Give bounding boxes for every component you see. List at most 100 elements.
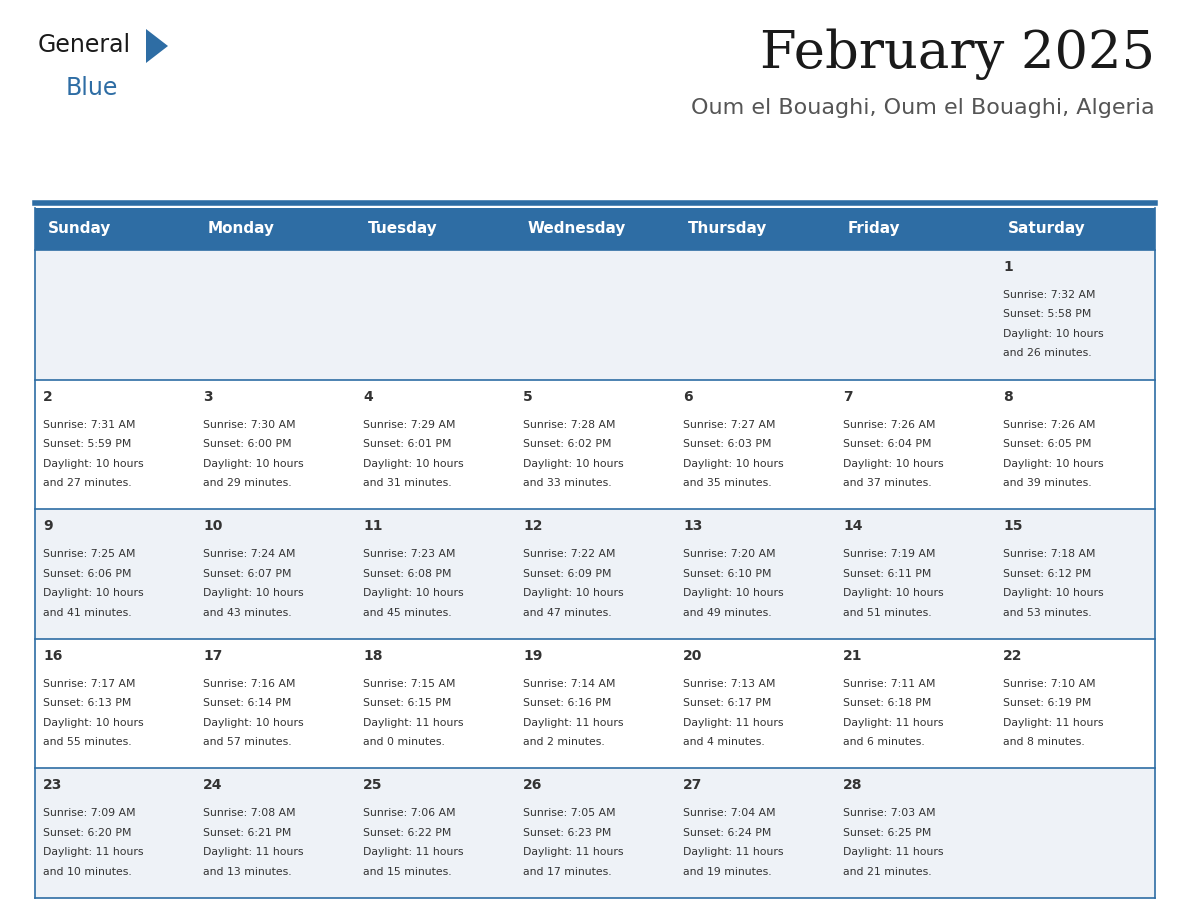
Text: Tuesday: Tuesday [368, 221, 437, 237]
Text: Sunrise: 7:04 AM: Sunrise: 7:04 AM [683, 809, 776, 819]
Text: 14: 14 [843, 520, 862, 533]
Text: Sunset: 6:03 PM: Sunset: 6:03 PM [683, 439, 771, 449]
Text: and 47 minutes.: and 47 minutes. [523, 608, 612, 618]
Text: Daylight: 10 hours: Daylight: 10 hours [683, 588, 784, 599]
Text: Blue: Blue [67, 76, 119, 100]
Text: 10: 10 [203, 520, 222, 533]
Text: Sunrise: 7:08 AM: Sunrise: 7:08 AM [203, 809, 296, 819]
Text: and 19 minutes.: and 19 minutes. [683, 867, 772, 877]
Text: and 39 minutes.: and 39 minutes. [1003, 478, 1092, 488]
Text: Sunrise: 7:20 AM: Sunrise: 7:20 AM [683, 549, 776, 559]
Text: Daylight: 11 hours: Daylight: 11 hours [843, 847, 943, 857]
Text: Sunrise: 7:23 AM: Sunrise: 7:23 AM [364, 549, 455, 559]
Text: Friday: Friday [848, 221, 901, 237]
Text: Wednesday: Wednesday [527, 221, 626, 237]
Text: Sunset: 6:19 PM: Sunset: 6:19 PM [1003, 699, 1092, 709]
Text: and 15 minutes.: and 15 minutes. [364, 867, 451, 877]
Text: and 43 minutes.: and 43 minutes. [203, 608, 291, 618]
Text: and 17 minutes.: and 17 minutes. [523, 867, 612, 877]
Text: Daylight: 10 hours: Daylight: 10 hours [203, 588, 304, 599]
Text: Daylight: 10 hours: Daylight: 10 hours [364, 588, 463, 599]
Text: Sunrise: 7:31 AM: Sunrise: 7:31 AM [43, 420, 135, 430]
Text: Sunset: 5:58 PM: Sunset: 5:58 PM [1003, 309, 1092, 319]
Text: Daylight: 10 hours: Daylight: 10 hours [203, 718, 304, 728]
Text: Sunset: 6:14 PM: Sunset: 6:14 PM [203, 699, 291, 709]
Text: and 57 minutes.: and 57 minutes. [203, 737, 291, 747]
Text: Sunset: 6:17 PM: Sunset: 6:17 PM [683, 699, 771, 709]
Text: Daylight: 11 hours: Daylight: 11 hours [683, 847, 784, 857]
Text: 11: 11 [364, 520, 383, 533]
Text: Sunrise: 7:10 AM: Sunrise: 7:10 AM [1003, 678, 1095, 688]
Text: Sunset: 6:07 PM: Sunset: 6:07 PM [203, 568, 291, 578]
Text: Saturday: Saturday [1007, 221, 1086, 237]
Text: Sunset: 6:09 PM: Sunset: 6:09 PM [523, 568, 612, 578]
Text: Sunset: 6:21 PM: Sunset: 6:21 PM [203, 828, 291, 838]
Text: Sunrise: 7:03 AM: Sunrise: 7:03 AM [843, 809, 936, 819]
Text: Daylight: 11 hours: Daylight: 11 hours [43, 847, 144, 857]
Text: and 37 minutes.: and 37 minutes. [843, 478, 931, 488]
Text: Sunrise: 7:25 AM: Sunrise: 7:25 AM [43, 549, 135, 559]
Text: Daylight: 11 hours: Daylight: 11 hours [523, 847, 624, 857]
Text: Sunrise: 7:15 AM: Sunrise: 7:15 AM [364, 678, 455, 688]
Bar [34, 208, 1155, 250]
Text: and 0 minutes.: and 0 minutes. [364, 737, 444, 747]
Text: Sunset: 6:12 PM: Sunset: 6:12 PM [1003, 568, 1092, 578]
Bar [34, 509, 1155, 639]
Text: Sunrise: 7:29 AM: Sunrise: 7:29 AM [364, 420, 455, 430]
Text: Sunset: 6:20 PM: Sunset: 6:20 PM [43, 828, 132, 838]
Text: Sunrise: 7:19 AM: Sunrise: 7:19 AM [843, 549, 935, 559]
Text: Daylight: 11 hours: Daylight: 11 hours [843, 718, 943, 728]
Text: Sunset: 6:15 PM: Sunset: 6:15 PM [364, 699, 451, 709]
Text: Daylight: 10 hours: Daylight: 10 hours [683, 459, 784, 468]
Text: and 13 minutes.: and 13 minutes. [203, 867, 291, 877]
Text: Daylight: 11 hours: Daylight: 11 hours [1003, 718, 1104, 728]
Bar [34, 380, 1155, 509]
Text: Oum el Bouaghi, Oum el Bouaghi, Algeria: Oum el Bouaghi, Oum el Bouaghi, Algeria [691, 98, 1155, 118]
Text: and 49 minutes.: and 49 minutes. [683, 608, 772, 618]
Text: Daylight: 10 hours: Daylight: 10 hours [843, 459, 943, 468]
Text: and 35 minutes.: and 35 minutes. [683, 478, 772, 488]
Text: Sunset: 6:00 PM: Sunset: 6:00 PM [203, 439, 291, 449]
Text: Sunset: 5:59 PM: Sunset: 5:59 PM [43, 439, 132, 449]
Text: Sunrise: 7:16 AM: Sunrise: 7:16 AM [203, 678, 296, 688]
Text: Daylight: 11 hours: Daylight: 11 hours [364, 718, 463, 728]
Text: Daylight: 10 hours: Daylight: 10 hours [523, 459, 624, 468]
Text: and 26 minutes.: and 26 minutes. [1003, 349, 1092, 359]
Text: 24: 24 [203, 778, 222, 792]
Text: Sunrise: 7:17 AM: Sunrise: 7:17 AM [43, 678, 135, 688]
Text: Sunset: 6:02 PM: Sunset: 6:02 PM [523, 439, 612, 449]
Text: Daylight: 10 hours: Daylight: 10 hours [364, 459, 463, 468]
Text: Daylight: 10 hours: Daylight: 10 hours [43, 459, 144, 468]
Text: 6: 6 [683, 389, 693, 404]
Text: Sunset: 6:18 PM: Sunset: 6:18 PM [843, 699, 931, 709]
Text: Daylight: 10 hours: Daylight: 10 hours [43, 588, 144, 599]
Text: Sunset: 6:01 PM: Sunset: 6:01 PM [364, 439, 451, 449]
Text: Daylight: 10 hours: Daylight: 10 hours [843, 588, 943, 599]
Text: 2: 2 [43, 389, 52, 404]
Text: Daylight: 10 hours: Daylight: 10 hours [1003, 588, 1104, 599]
Text: Sunrise: 7:13 AM: Sunrise: 7:13 AM [683, 678, 776, 688]
Text: Daylight: 10 hours: Daylight: 10 hours [203, 459, 304, 468]
Text: Thursday: Thursday [688, 221, 767, 237]
Text: 4: 4 [364, 389, 373, 404]
Text: and 41 minutes.: and 41 minutes. [43, 608, 132, 618]
Bar [34, 639, 1155, 768]
Text: Sunrise: 7:24 AM: Sunrise: 7:24 AM [203, 549, 296, 559]
Text: 16: 16 [43, 649, 63, 663]
Text: 13: 13 [683, 520, 702, 533]
Text: 15: 15 [1003, 520, 1023, 533]
Text: and 27 minutes.: and 27 minutes. [43, 478, 132, 488]
Text: and 4 minutes.: and 4 minutes. [683, 737, 765, 747]
Text: General: General [38, 33, 131, 57]
Text: Sunrise: 7:18 AM: Sunrise: 7:18 AM [1003, 549, 1095, 559]
Text: 1: 1 [1003, 260, 1012, 274]
Text: Sunset: 6:25 PM: Sunset: 6:25 PM [843, 828, 931, 838]
Text: Sunrise: 7:14 AM: Sunrise: 7:14 AM [523, 678, 615, 688]
Text: and 10 minutes.: and 10 minutes. [43, 867, 132, 877]
Text: Sunset: 6:05 PM: Sunset: 6:05 PM [1003, 439, 1092, 449]
Text: Sunset: 6:22 PM: Sunset: 6:22 PM [364, 828, 451, 838]
Text: 17: 17 [203, 649, 222, 663]
Text: Daylight: 10 hours: Daylight: 10 hours [523, 588, 624, 599]
Text: February 2025: February 2025 [760, 28, 1155, 80]
Text: Sunday: Sunday [48, 221, 112, 237]
